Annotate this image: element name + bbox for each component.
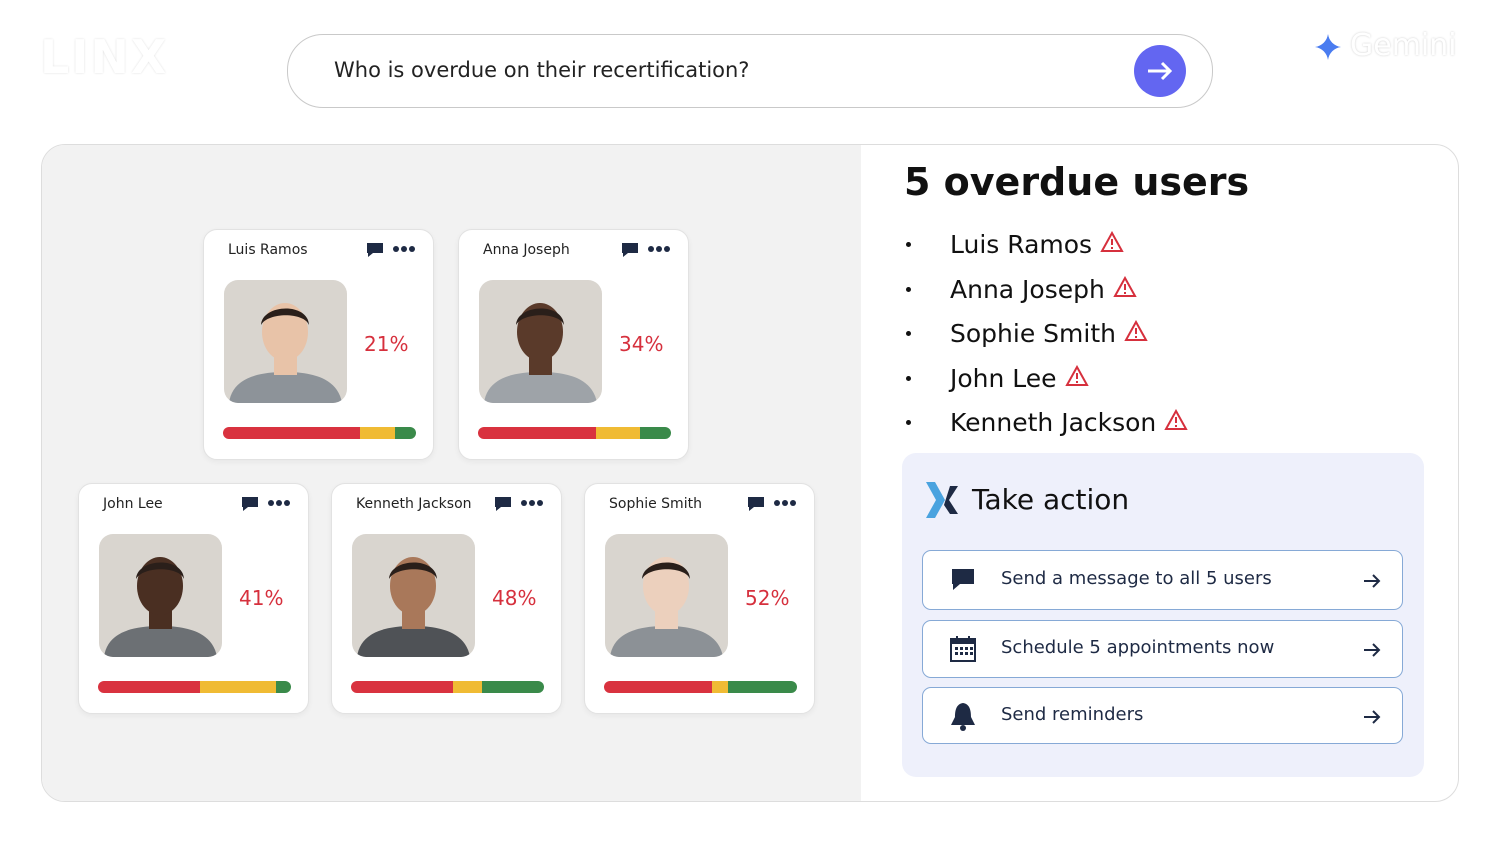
user-card: Sophie Smith 52% (584, 483, 815, 714)
progress-bar (604, 681, 797, 693)
user-photo (605, 534, 728, 657)
user-card: Kenneth Jackson 48% (331, 483, 562, 714)
user-item: Sophie Smith (950, 319, 1148, 348)
percent: 41% (239, 586, 284, 610)
query-text: Who is overdue on their recertification? (334, 58, 750, 82)
user-item: Luis Ramos (950, 230, 1124, 259)
bar-segment (595, 427, 641, 439)
summary-title: 5 overdue users (904, 160, 1250, 204)
bar-segment (482, 681, 544, 693)
bar-segment (478, 427, 596, 439)
card-icons (492, 494, 546, 518)
user-photo (224, 280, 347, 403)
progress-bar (351, 681, 544, 693)
bullet (906, 420, 911, 425)
user-name: John Lee (103, 496, 163, 512)
action-icon (948, 701, 978, 735)
gemini-icon (1315, 34, 1341, 60)
bar-segment (351, 681, 454, 693)
bullet (906, 375, 911, 381)
percent: 34% (619, 332, 664, 356)
warning-icon (1156, 408, 1188, 437)
bar-segment (394, 427, 416, 439)
user-card: John Lee 41% (78, 483, 309, 714)
logo: LINX (40, 30, 169, 84)
action-button[interactable]: Send a message to all 5 users (922, 550, 1403, 610)
action-button[interactable]: Schedule 5 appointments now (922, 620, 1403, 678)
action-label: Send reminders (1001, 703, 1144, 725)
user-name: Kenneth Jackson (356, 496, 472, 512)
percent: 52% (745, 586, 790, 610)
send-button[interactable] (1133, 44, 1187, 98)
progress-bar (478, 427, 671, 439)
warning-icon (1116, 319, 1148, 348)
user-item: Anna Joseph (950, 275, 1137, 304)
user-card: Anna Joseph 34% (458, 229, 689, 460)
user-photo (352, 534, 475, 657)
action-icon (948, 565, 978, 599)
user-photo (99, 534, 222, 657)
action-label: Send a message to all 5 users (1001, 568, 1272, 589)
card-icons (239, 494, 293, 518)
search-bar[interactable]: Who is overdue on their recertification? (287, 34, 1213, 108)
user-photo (479, 280, 602, 403)
arrow-icon (1362, 571, 1382, 595)
action-title: Take action (972, 483, 1130, 516)
warning-icon (1057, 364, 1089, 393)
user-card: Luis Ramos 21% (203, 229, 434, 460)
user-name: Sophie Smith (609, 496, 702, 512)
bar-segment (453, 681, 483, 693)
bullet (906, 331, 911, 336)
bar-segment (98, 681, 201, 693)
user-name: Anna Joseph (483, 242, 570, 258)
percent: 21% (364, 332, 409, 356)
bar-segment (640, 427, 671, 439)
user-name: Luis Ramos (228, 242, 308, 258)
bullet (906, 242, 911, 247)
action-icon (948, 634, 978, 668)
card-icons (745, 494, 799, 518)
user-item: Kenneth Jackson (950, 408, 1188, 437)
bar-segment (200, 681, 276, 693)
brand: Gemini (1350, 28, 1457, 63)
bar-segment (360, 427, 395, 439)
bullet (906, 286, 911, 292)
bar-segment (727, 681, 797, 693)
progress-bar (98, 681, 291, 693)
bar-segment (275, 681, 291, 693)
card-icons (364, 240, 418, 264)
bar-segment (223, 427, 361, 439)
action-logo (926, 482, 958, 518)
arrow-icon (1362, 640, 1382, 664)
progress-bar (223, 427, 416, 439)
percent: 48% (492, 586, 537, 610)
bar-segment (712, 681, 728, 693)
arrow-icon (1362, 707, 1382, 731)
user-item: John Lee (950, 364, 1089, 393)
action-button[interactable]: Send reminders (922, 687, 1403, 744)
card-icons (619, 240, 673, 264)
bar-segment (604, 681, 713, 693)
warning-icon (1105, 275, 1137, 304)
action-label: Schedule 5 appointments now (1001, 637, 1275, 658)
warning-icon (1092, 230, 1124, 259)
